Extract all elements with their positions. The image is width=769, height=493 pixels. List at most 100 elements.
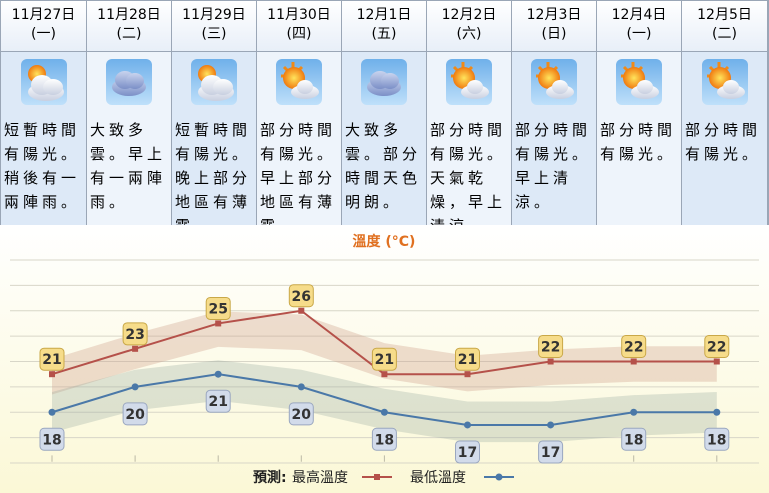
data-point — [713, 358, 720, 365]
day-date: 11月27日 — [11, 7, 76, 23]
data-point — [214, 370, 222, 378]
data-point — [48, 408, 56, 416]
day-weekday: (六) — [456, 26, 482, 42]
cloud-icon — [106, 59, 152, 105]
data-label: 18 — [375, 432, 394, 448]
data-point — [297, 383, 305, 391]
day-column: 12月4日 (一) 部分時間有陽光。 — [597, 1, 682, 226]
data-point — [547, 421, 555, 429]
day-header: 12月1日 (五) — [342, 1, 426, 52]
data-label-box — [704, 335, 730, 358]
data-label: 18 — [624, 432, 643, 448]
data-label: 17 — [541, 445, 560, 461]
data-label: 20 — [292, 407, 312, 423]
data-label-box — [621, 335, 647, 358]
data-point — [464, 371, 471, 378]
data-label: 22 — [541, 340, 560, 356]
data-label-box — [538, 335, 564, 358]
legend-prefix: 預測: — [253, 469, 287, 486]
data-label-box — [122, 402, 148, 426]
day-header: 12月3日 (日) — [512, 1, 596, 52]
data-point — [464, 421, 471, 429]
day-column: 11月30日 (四) 部分時間有陽光。早上部分地區有薄霧。 — [257, 1, 342, 235]
sun-partly-cloudy-icon — [446, 59, 492, 105]
data-label-box — [288, 284, 314, 308]
day-description: 短暫時間有陽光。晚上部分地區有薄霧。 — [175, 121, 252, 235]
chart-title: 溫度 (°C) — [353, 233, 416, 250]
day-date: 11月30日 — [267, 7, 331, 23]
data-label-box — [704, 427, 730, 451]
day-weekday: (二) — [712, 26, 737, 42]
data-label-box — [455, 440, 480, 464]
data-label: 18 — [42, 432, 61, 448]
day-header: 11月27日 (一) — [1, 1, 86, 52]
data-point — [49, 371, 55, 378]
data-label: 18 — [707, 432, 726, 448]
data-point — [132, 345, 139, 352]
day-description: 部分時間有陽光。天氣乾燥，早上清涼。 — [430, 121, 507, 235]
day-header: 12月4日 (一) — [597, 1, 681, 52]
day-date: 12月4日 — [611, 7, 667, 23]
legend-marker-low — [495, 473, 503, 481]
data-label: 26 — [292, 289, 311, 305]
day-description: 短暫時間有陽光。稍後有一兩陣雨。 — [4, 121, 81, 211]
day-header: 11月28日 (二) — [87, 1, 171, 52]
day-weekday: (一) — [626, 26, 652, 42]
day-column: 12月5日 (二) 部分時間有陽光。 — [682, 1, 768, 226]
sun-partly-cloudy-icon — [531, 59, 577, 105]
day-weekday: (五) — [371, 26, 397, 42]
data-point — [381, 371, 388, 378]
data-label-box — [39, 347, 65, 371]
data-label-box — [122, 322, 148, 346]
data-label-box — [371, 427, 397, 451]
cloud-icon — [361, 59, 407, 105]
forecast-panel: 11月27日 (一) 短暫時間有陽光。稍後有一兩陣雨。 11月28日 (二) 大致多雲。早… — [0, 0, 769, 235]
data-point — [380, 408, 388, 416]
day-weekday: (二) — [116, 26, 142, 42]
day-column: 11月28日 (二) 大致多雲。早上有一兩陣雨。 — [87, 1, 172, 226]
day-header: 11月30日 (四) — [257, 1, 341, 52]
legend-label-high: 最高溫度 — [292, 469, 348, 486]
data-label: 25 — [208, 301, 227, 317]
sun-partly-cloudy-icon — [616, 59, 662, 105]
data-label: 22 — [624, 340, 643, 356]
day-description: 部分時間有陽光。 — [685, 121, 762, 163]
data-label: 20 — [125, 407, 145, 423]
day-date: 11月29日 — [182, 7, 246, 23]
day-weekday: (三) — [201, 26, 227, 42]
day-header: 12月5日 (二) — [682, 1, 767, 52]
data-label-box — [288, 402, 314, 426]
sun-partly-cloudy-icon — [276, 59, 322, 105]
day-date: 12月2日 — [441, 7, 497, 23]
day-column: 11月29日 (三) 短暫時間有陽光。晚上部分地區有薄霧。 — [172, 1, 257, 235]
day-description: 部分時間有陽光。 — [600, 121, 677, 163]
data-point — [298, 307, 305, 314]
data-label-box — [205, 296, 231, 320]
day-weekday: (一) — [31, 26, 56, 42]
day-description: 部分時間有陽光。早上部分地區有薄霧。 — [260, 121, 337, 235]
data-label-box — [371, 347, 397, 371]
data-point — [713, 408, 721, 416]
day-date: 11月28日 — [97, 7, 161, 23]
day-description: 大致多雲。部分時間天色明朗。 — [345, 121, 422, 211]
day-header: 12月2日 (六) — [427, 1, 511, 52]
data-label-box — [538, 440, 564, 464]
data-point — [630, 408, 638, 416]
day-date: 12月1日 — [356, 7, 412, 23]
day-column: 11月27日 (一) 短暫時間有陽光。稍後有一兩陣雨。 — [1, 1, 87, 226]
sun-cloud-icon — [20, 59, 67, 105]
data-point — [215, 320, 222, 327]
sun-partly-cloudy-icon — [701, 59, 748, 105]
data-label-box — [39, 427, 65, 451]
data-point — [630, 358, 637, 365]
day-column: 12月3日 (日) 部分時間有陽光。早上清涼。 — [512, 1, 597, 226]
day-column: 12月1日 (五) 大致多雲。部分時間天色明朗。 — [342, 1, 427, 226]
day-date: 12月5日 — [697, 7, 752, 23]
day-date: 12月3日 — [526, 7, 582, 23]
data-label: 21 — [208, 394, 227, 410]
legend-label-low: 最低溫度 — [410, 470, 466, 486]
data-label: 21 — [375, 352, 394, 368]
data-label-box — [455, 347, 480, 371]
day-column: 12月2日 (六) 部分時間有陽光。天氣乾燥，早上清涼。 — [427, 1, 512, 235]
temperature-chart: 21 23 25 26 21 21 22 22 22 18 20 21 20 18 17 17 18 18 溫度 (… — [0, 225, 769, 493]
